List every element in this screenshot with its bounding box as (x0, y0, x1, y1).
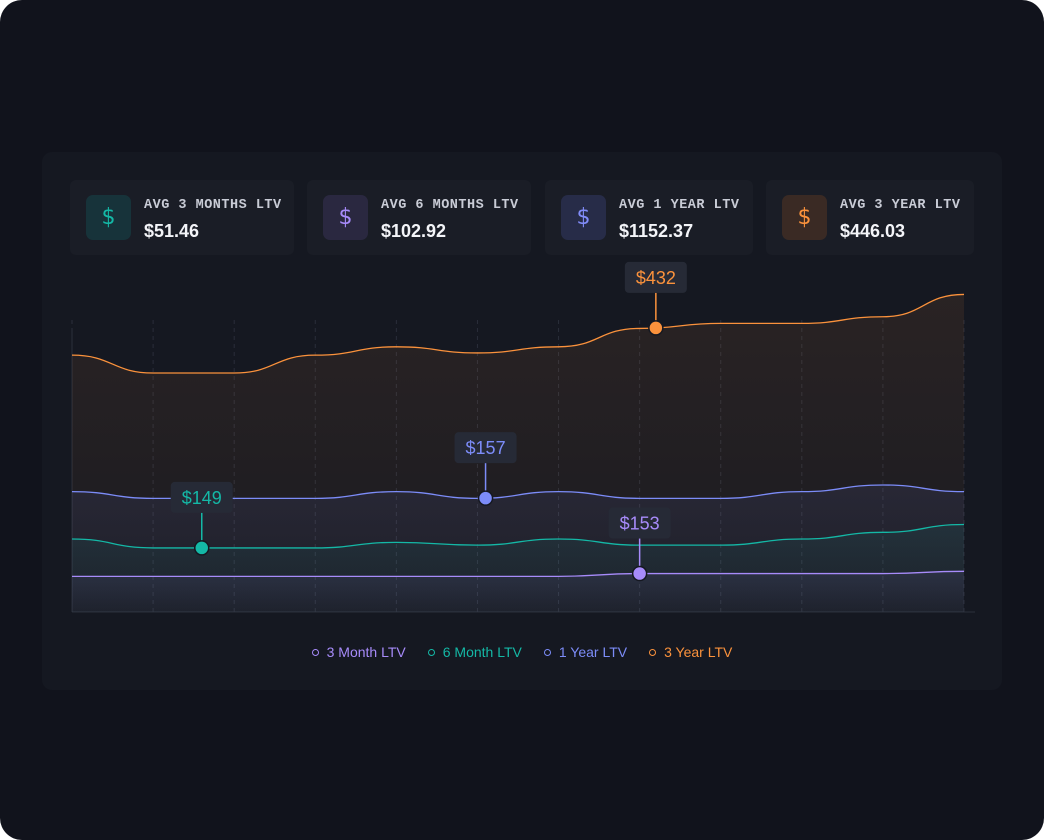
dollar-icon: $ (561, 195, 606, 240)
legend-label: 1 Year LTV (558, 644, 628, 660)
tooltip-value: $157 (466, 438, 506, 458)
data-point-marker (193, 540, 210, 556)
line-6-month-ltv (71, 523, 965, 549)
legend-item-3-year[interactable]: 3 Year LTV (649, 644, 732, 660)
stat-card-value: $51.46 (144, 221, 200, 241)
stat-card-3-months: $ AVG 3 MONTHS LTV $51.46 (70, 180, 294, 255)
legend-dot-icon (427, 648, 435, 656)
chart-legend: 3 Month LTV 6 Month LTV 1 Year LTV 3 Yea… (0, 644, 1044, 660)
stat-card-value: $102.92 (381, 221, 447, 241)
legend-item-6-month[interactable]: 6 Month LTV (427, 644, 522, 660)
dollar-icon: $ (323, 195, 368, 240)
data-point-marker (648, 320, 664, 336)
stat-card-value: $1152.37 (619, 221, 694, 241)
stat-card-value: $446.03 (840, 221, 906, 241)
dollar-icon: $ (782, 195, 827, 240)
tooltip-value: $149 (182, 488, 222, 508)
stat-card-label: AVG 3 YEAR LTV (840, 198, 961, 213)
legend-label: 3 Year LTV (664, 644, 733, 660)
tooltip-value: $432 (636, 268, 676, 288)
stat-card-label: AVG 3 MONTHS LTV (144, 198, 282, 213)
area-fills (72, 294, 964, 612)
data-point-marker (477, 490, 494, 506)
area-3-month-ltv (72, 571, 964, 612)
legend-dot-icon (543, 648, 551, 656)
tooltip-box (454, 432, 517, 464)
tooltip-value: $153 (620, 514, 660, 534)
legend-label: 6 Month LTV (442, 644, 522, 660)
legend-label: 3 Month LTV (326, 644, 406, 660)
line-3-year-ltv (71, 293, 965, 374)
dollar-icon: $ (86, 195, 131, 240)
tooltip-box (624, 261, 687, 293)
legend-item-1-year[interactable]: 1 Year LTV (543, 644, 628, 660)
data-point-marker (631, 565, 648, 582)
legend-dot-icon (311, 648, 319, 656)
stat-card-3-year: $ AVG 3 YEAR LTV $446.03 (766, 180, 974, 255)
stat-card-label: AVG 1 YEAR LTV (619, 198, 740, 213)
tooltip-box (170, 481, 233, 513)
legend-item-3-month[interactable]: 3 Month LTV (311, 644, 406, 660)
line-3-month-ltv (72, 570, 965, 577)
stat-card-6-months: $ AVG 6 MONTHS LTV $102.92 (307, 180, 531, 255)
legend-dot-icon (649, 648, 657, 656)
tooltip-box (608, 507, 671, 539)
annotations: $149 $157 $153 $432 (170, 261, 687, 582)
stat-card-1-year: $ AVG 1 YEAR LTV $1152.37 (545, 180, 753, 255)
stat-card-label: AVG 6 MONTHS LTV (381, 198, 519, 213)
